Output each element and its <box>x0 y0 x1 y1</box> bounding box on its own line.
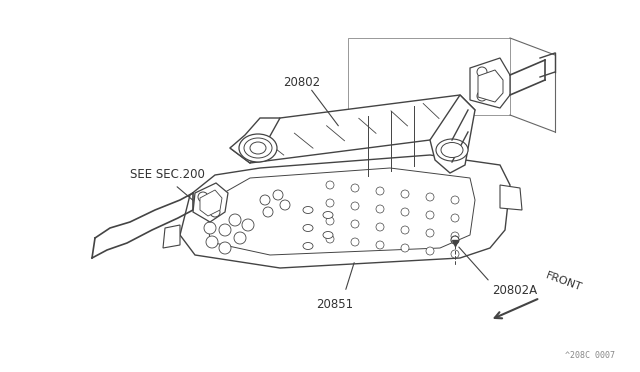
Circle shape <box>198 192 208 202</box>
Circle shape <box>477 67 487 77</box>
Text: 20802: 20802 <box>283 76 320 89</box>
Circle shape <box>477 91 487 101</box>
Ellipse shape <box>303 243 313 250</box>
Circle shape <box>401 190 409 198</box>
Circle shape <box>376 187 384 195</box>
Circle shape <box>451 236 459 244</box>
Polygon shape <box>230 118 280 163</box>
Polygon shape <box>193 183 228 222</box>
Polygon shape <box>230 95 475 163</box>
Circle shape <box>326 217 334 225</box>
Circle shape <box>351 220 359 228</box>
Circle shape <box>451 214 459 222</box>
Circle shape <box>401 226 409 234</box>
Circle shape <box>376 223 384 231</box>
Ellipse shape <box>244 138 272 158</box>
Circle shape <box>401 244 409 252</box>
Circle shape <box>280 200 290 210</box>
Ellipse shape <box>441 142 463 157</box>
Circle shape <box>401 208 409 216</box>
Circle shape <box>426 247 434 255</box>
Circle shape <box>219 242 231 254</box>
Circle shape <box>426 193 434 201</box>
Circle shape <box>451 250 459 258</box>
Circle shape <box>229 214 241 226</box>
Circle shape <box>351 184 359 192</box>
Ellipse shape <box>239 134 277 162</box>
Circle shape <box>351 238 359 246</box>
Circle shape <box>263 207 273 217</box>
Circle shape <box>242 219 254 231</box>
Text: 20802A: 20802A <box>492 284 537 297</box>
Ellipse shape <box>323 231 333 238</box>
Circle shape <box>204 222 216 234</box>
Ellipse shape <box>323 212 333 218</box>
Text: ^208C 0007: ^208C 0007 <box>565 351 615 360</box>
Text: 20851: 20851 <box>316 298 353 311</box>
Polygon shape <box>430 95 475 173</box>
Circle shape <box>326 181 334 189</box>
Polygon shape <box>200 190 222 216</box>
Circle shape <box>376 205 384 213</box>
Circle shape <box>273 190 283 200</box>
Polygon shape <box>348 38 510 115</box>
Polygon shape <box>478 70 503 102</box>
Polygon shape <box>163 225 180 248</box>
Circle shape <box>219 224 231 236</box>
Circle shape <box>351 202 359 210</box>
Ellipse shape <box>250 142 266 154</box>
Text: SEE SEC.200: SEE SEC.200 <box>130 169 205 182</box>
Circle shape <box>451 232 459 240</box>
Circle shape <box>451 196 459 204</box>
Ellipse shape <box>303 224 313 231</box>
Circle shape <box>206 236 218 248</box>
Circle shape <box>376 241 384 249</box>
Ellipse shape <box>436 139 468 161</box>
Circle shape <box>326 235 334 243</box>
Circle shape <box>326 199 334 207</box>
Polygon shape <box>180 155 510 268</box>
Circle shape <box>426 211 434 219</box>
Text: FRONT: FRONT <box>544 270 583 293</box>
Polygon shape <box>500 185 522 210</box>
Circle shape <box>234 232 246 244</box>
Circle shape <box>426 229 434 237</box>
Polygon shape <box>470 58 510 108</box>
Ellipse shape <box>303 206 313 214</box>
Polygon shape <box>208 168 475 255</box>
Circle shape <box>210 207 220 217</box>
Circle shape <box>260 195 270 205</box>
